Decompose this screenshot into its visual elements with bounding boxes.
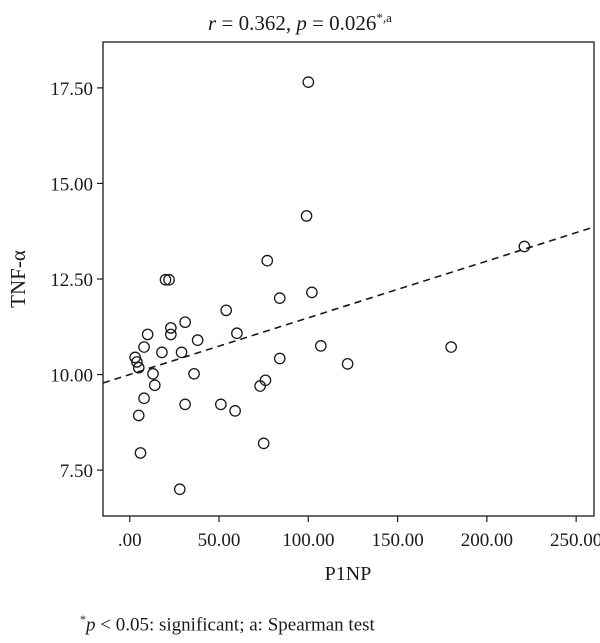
x-tick-label-0: .00 (118, 530, 142, 551)
data-point-36 (134, 447, 147, 459)
title-superscript: *,a (376, 10, 392, 25)
data-point-0 (302, 76, 315, 88)
data-point-14 (191, 334, 204, 347)
data-point-21 (131, 356, 143, 368)
data-point-34 (132, 409, 145, 422)
data-point-35 (257, 437, 270, 450)
data-point-13 (141, 328, 154, 341)
data-point-10 (179, 316, 191, 329)
data-point-3 (159, 273, 172, 286)
y-tick-label-3: 15.00 (50, 174, 93, 195)
chart-title: r = 0.362, p = 0.026*,a (0, 10, 600, 36)
data-point-33 (229, 405, 241, 417)
data-point-30 (138, 392, 150, 405)
data-point-17 (175, 346, 188, 359)
x-tick-label-2: 100.00 (282, 530, 334, 551)
x-axis-label: P1NP (325, 563, 372, 585)
data-point-18 (314, 340, 327, 352)
data-point-12 (231, 327, 243, 340)
x-tick-label-4: 200.00 (461, 530, 513, 551)
data-point-32 (214, 398, 227, 411)
y-tick-label-0: 7.50 (60, 461, 93, 482)
y-tick-label-1: 10.00 (50, 366, 93, 387)
x-tick-label-3: 150.00 (371, 530, 423, 551)
data-point-22 (132, 361, 145, 374)
footnote-text: < 0.05: significant; a: Spearman test (95, 614, 375, 636)
data-point-16 (156, 346, 168, 359)
y-tick-label-2: 12.50 (50, 270, 93, 291)
data-point-6 (306, 286, 318, 299)
data-point-15 (138, 341, 150, 353)
data-point-2 (518, 240, 531, 253)
data-point-5 (261, 254, 274, 267)
footnote-p-label: p (86, 614, 96, 636)
plot-frame (102, 41, 595, 517)
data-point-8 (220, 304, 233, 317)
data-point-26 (188, 367, 200, 380)
data-point-31 (179, 398, 191, 411)
title-p-label: p (296, 11, 307, 35)
data-point-7 (273, 292, 286, 304)
data-points (129, 76, 531, 496)
data-point-4 (163, 273, 175, 286)
data-point-29 (254, 380, 266, 392)
x-axis: .00 50.00 100.00 150.00 200.00 250.00 (118, 516, 600, 551)
y-tick-label-4: 17.50 (50, 79, 93, 100)
data-point-9 (164, 322, 177, 334)
title-r-label: r (208, 11, 217, 35)
data-point-24 (341, 358, 354, 370)
data-point-37 (173, 483, 186, 496)
x-tick-label-1: 50.00 (198, 530, 241, 551)
footnote: *p < 0.05: significant; a: Spearman test (80, 612, 375, 636)
y-axis-label: TNF-α (6, 250, 30, 308)
data-point-11 (164, 328, 177, 341)
data-point-25 (147, 367, 159, 380)
data-point-27 (148, 379, 161, 392)
title-p-value: = 0.026 (306, 11, 377, 35)
x-tick-label-5: 250.00 (550, 530, 600, 551)
y-axis: 7.50 10.00 12.50 15.00 17.50 (50, 79, 103, 482)
data-point-1 (300, 210, 313, 222)
footnote-star: * (80, 612, 86, 626)
title-r-value: = 0.362, (216, 11, 297, 35)
data-point-19 (445, 341, 458, 353)
data-point-23 (273, 352, 286, 365)
